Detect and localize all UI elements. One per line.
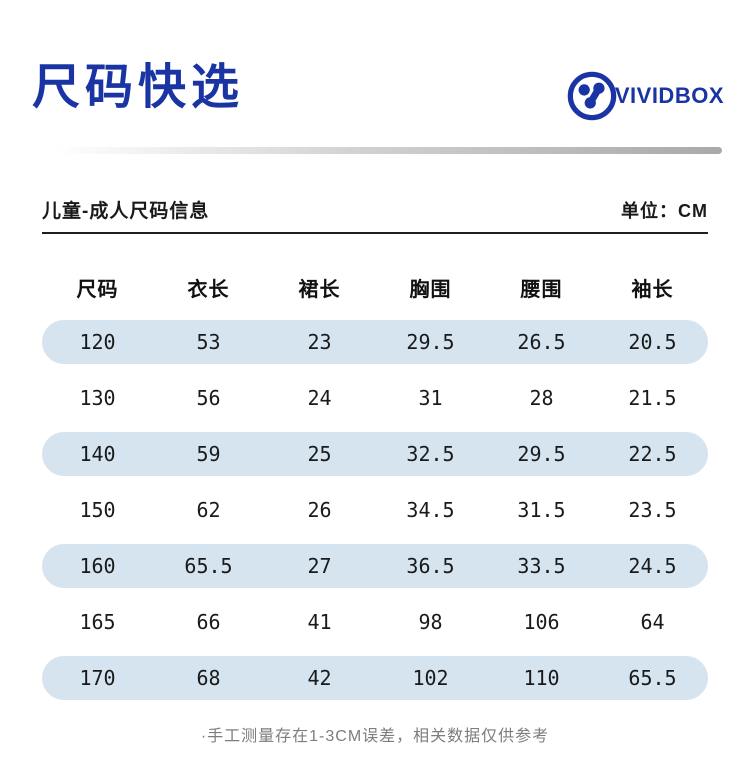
brand-name: VIVIDBOX [614,83,724,108]
table-cell: 34.5 [406,498,455,522]
table-cell: 170 [79,666,116,690]
brand-logo: VIVIDBOX [566,70,724,122]
table-cell: 68 [196,666,221,690]
table-cell: 31 [418,386,443,410]
table-cell: 42 [307,666,332,690]
table-cell: 59 [196,442,221,466]
table-cell: 22.5 [628,442,677,466]
table-cell: 26 [307,498,332,522]
column-header-size: 尺码 [76,278,119,301]
table-cell: 26.5 [517,330,566,354]
table-cell: 23.5 [628,498,677,522]
table-cell: 53 [196,330,221,354]
table-row: 140 59 25 32.5 29.5 22.5 [42,432,708,476]
table-cell: 27 [307,554,332,578]
table-cell: 28 [529,386,554,410]
table-cell: 36.5 [406,554,455,578]
table-cell: 165 [79,610,116,634]
table-cell: 20.5 [628,330,677,354]
table-cell: 56 [196,386,221,410]
column-header-chest: 胸围 [409,278,452,301]
table-cell: 150 [79,498,116,522]
table-cell: 62 [196,498,221,522]
table-cell: 24.5 [628,554,677,578]
table-cell: 110 [523,666,560,690]
table-cell: 25 [307,442,332,466]
table-cell: 32.5 [406,442,455,466]
table-cell: 106 [523,610,560,634]
table-row: 130 56 24 31 28 21.5 [42,376,708,420]
table-row: 170 68 42 102 110 65.5 [42,656,708,700]
measurement-disclaimer: ·手工测量存在1-3CM误差，相关数据仅供参考 [200,728,550,745]
column-header-skirt: 裙长 [298,278,341,301]
table-cell: 120 [79,330,116,354]
size-table: 尺码 衣长 裙长 胸围 腰围 袖长 120 53 23 29.5 26.5 20… [42,265,708,712]
column-header-waist: 腰围 [520,278,563,301]
page-title: 尺码快选 [32,61,245,114]
table-cell: 65.5 [628,666,677,690]
section-header: 儿童-成人尺码信息 单位：CM [42,196,708,223]
table-cell: 130 [79,386,116,410]
gradient-divider [55,147,722,154]
section-rule [42,232,708,234]
table-cell: 21.5 [628,386,677,410]
column-header-length: 衣长 [187,278,230,301]
table-cell: 98 [418,610,443,634]
table-row: 165 66 41 98 106 64 [42,600,708,644]
table-cell: 66 [196,610,221,634]
table-row: 150 62 26 34.5 31.5 23.5 [42,488,708,532]
table-cell: 24 [307,386,332,410]
table-cell: 160 [79,554,116,578]
table-row: 160 65.5 27 36.5 33.5 24.5 [42,544,708,588]
table-cell: 140 [79,442,116,466]
table-cell: 41 [307,610,332,634]
table-cell: 65.5 [184,554,233,578]
table-cell: 31.5 [517,498,566,522]
table-cell: 29.5 [517,442,566,466]
table-cell: 102 [412,666,449,690]
table-row: 120 53 23 29.5 26.5 20.5 [42,320,708,364]
unit-label: 单位：CM [621,201,708,221]
table-cell: 23 [307,330,332,354]
column-header-sleeve: 袖长 [631,278,674,301]
table-cell: 33.5 [517,554,566,578]
table-cell: 64 [640,610,665,634]
vividbox-logo-icon [566,70,618,122]
table-cell: 29.5 [406,330,455,354]
section-subtitle: 儿童-成人尺码信息 [42,201,210,222]
table-header-row: 尺码 衣长 裙长 胸围 腰围 袖长 [42,265,708,309]
